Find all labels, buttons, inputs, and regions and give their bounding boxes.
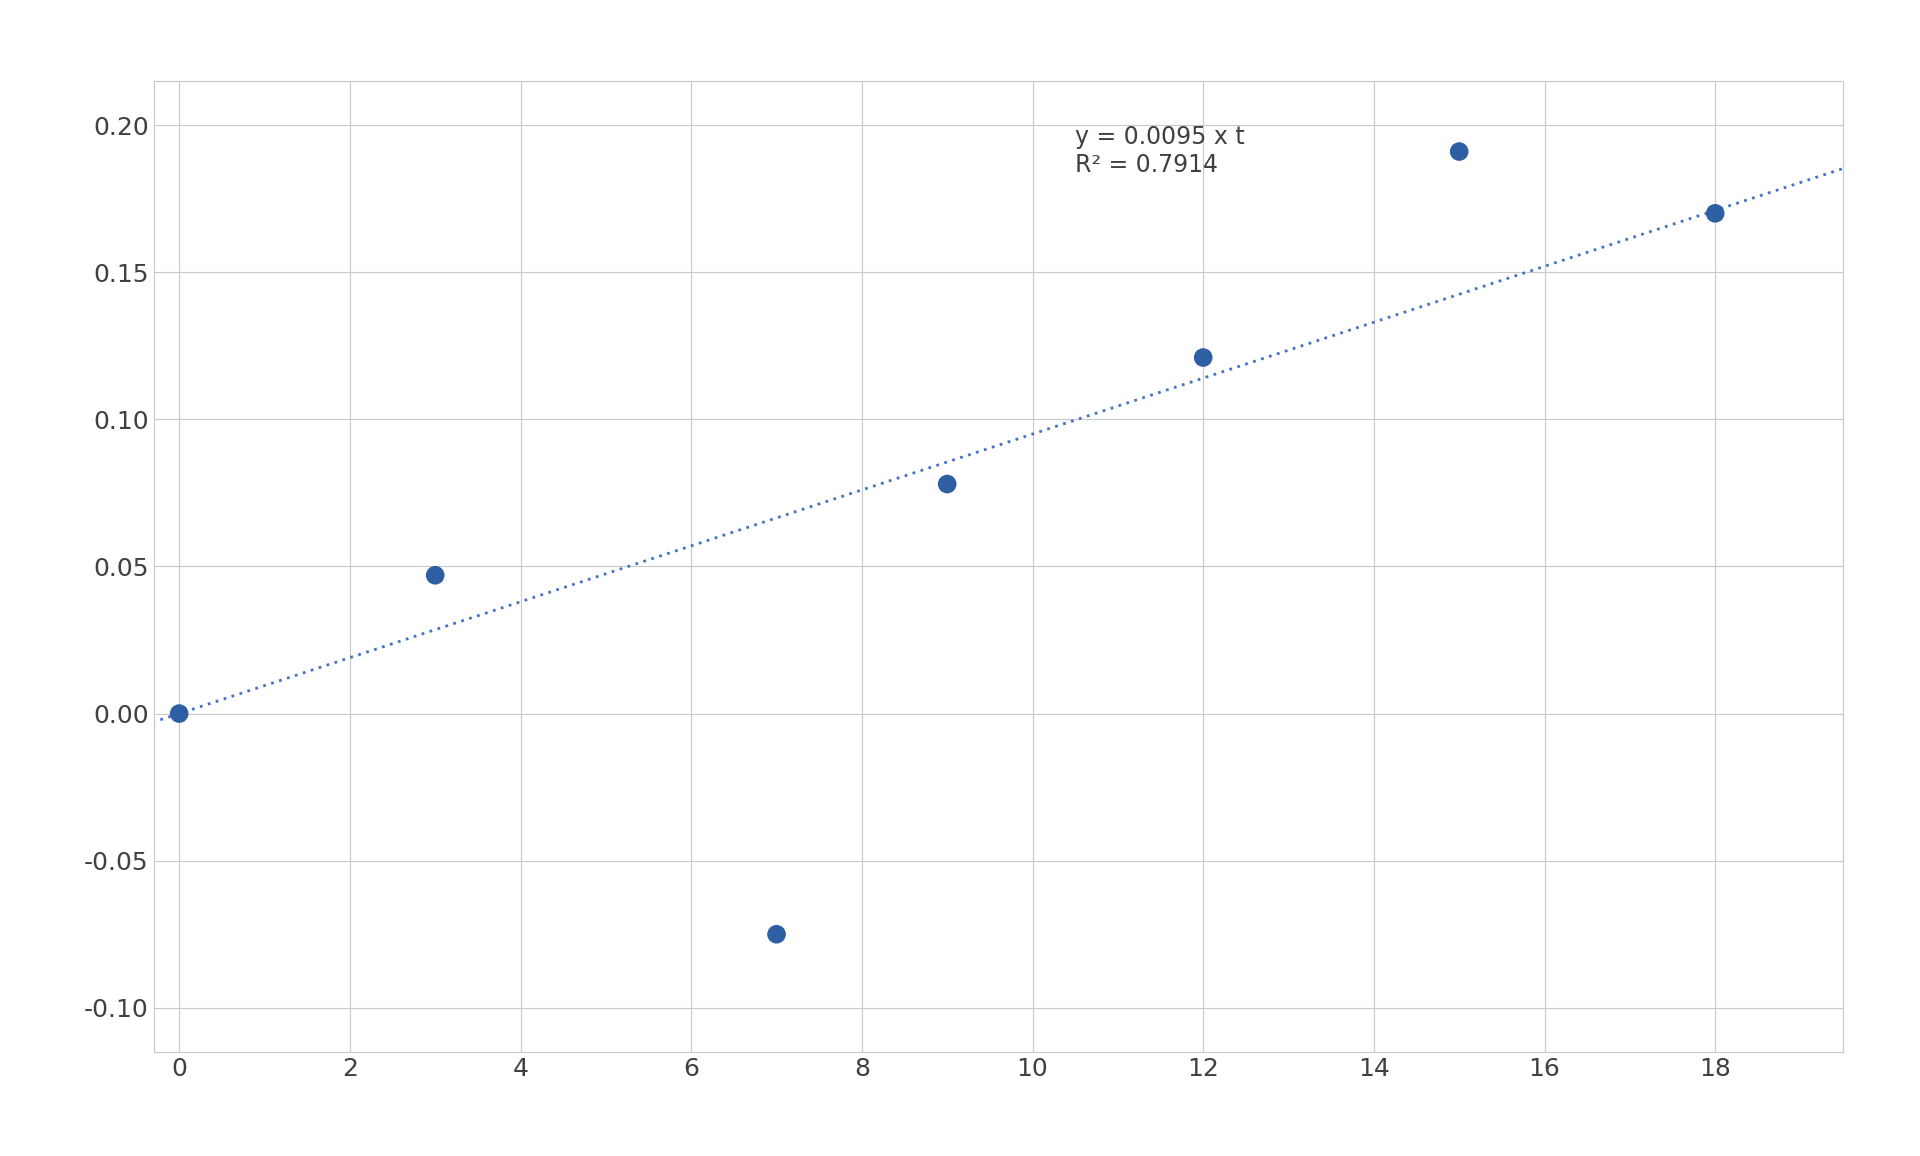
Point — [420, 566, 451, 585]
Text: y = 0.0095 x t
R² = 0.7914: y = 0.0095 x t R² = 0.7914 — [1075, 125, 1244, 177]
Point — [1444, 142, 1475, 161]
Point — [760, 925, 791, 943]
Point — [931, 475, 962, 494]
Point — [1188, 348, 1219, 366]
Point — [163, 704, 194, 722]
Point — [1699, 205, 1730, 223]
